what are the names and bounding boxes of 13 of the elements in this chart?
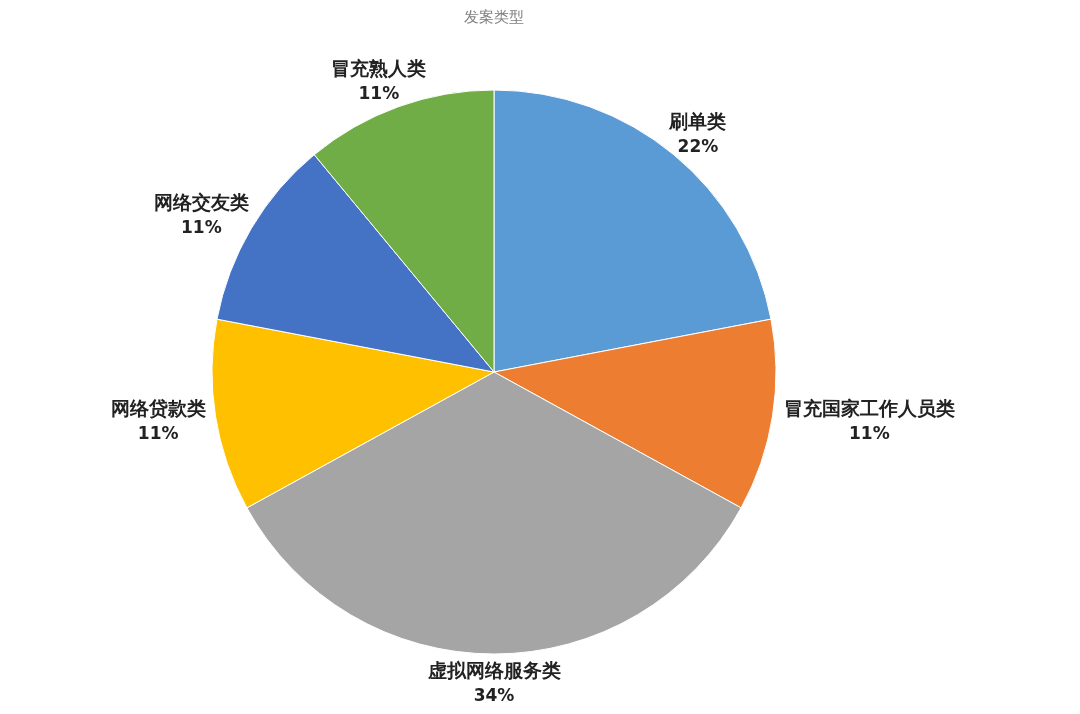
slice-label: 网络贷款类: [110, 397, 206, 420]
data-label: 11%: [181, 217, 222, 238]
data-label: 11%: [358, 83, 400, 104]
data-label: 11%: [848, 423, 890, 444]
data-label: 11%: [137, 423, 179, 444]
data-label: 22%: [677, 136, 719, 157]
slice-label: 冒充国家工作人员类: [783, 397, 955, 420]
chart-title: 发案类型: [464, 8, 524, 26]
slice-label: 虚拟网络服务类: [426, 659, 561, 681]
slice-label: 冒充熟人类: [331, 57, 427, 80]
slice-label: 网络交友类: [153, 191, 249, 214]
data-label: 34%: [473, 685, 515, 705]
slice-label: 刷单类: [668, 110, 727, 133]
